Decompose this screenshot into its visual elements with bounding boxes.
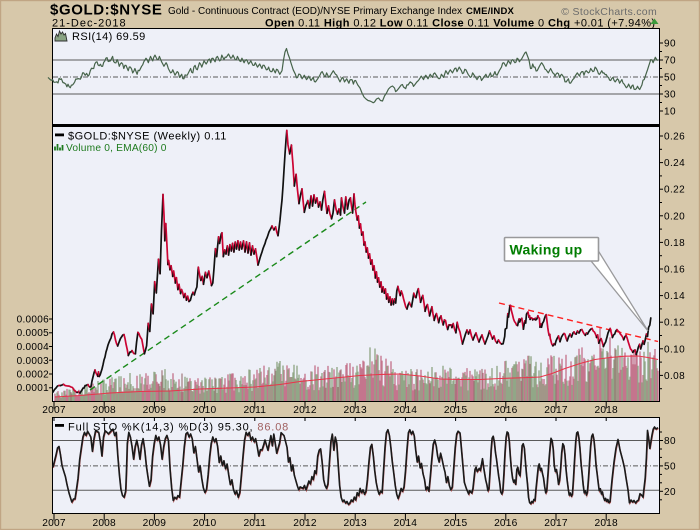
- svg-text:0.0002: 0.0002: [17, 370, 50, 381]
- svg-text:0.12: 0.12: [664, 318, 685, 329]
- svg-text:2012: 2012: [293, 518, 317, 529]
- svg-text:2017: 2017: [544, 518, 568, 529]
- svg-text:2012: 2012: [293, 405, 317, 416]
- svg-text:2013: 2013: [343, 518, 367, 529]
- svg-text:21-Dec-2018: 21-Dec-2018: [52, 18, 127, 30]
- svg-text:2017: 2017: [544, 405, 568, 416]
- svg-text:2008: 2008: [92, 405, 116, 416]
- svg-text:30: 30: [664, 90, 676, 101]
- svg-text:80: 80: [664, 436, 676, 447]
- svg-text:0.18: 0.18: [664, 238, 685, 249]
- svg-text:2011: 2011: [243, 405, 266, 416]
- svg-text:2010: 2010: [193, 405, 217, 416]
- svg-text:0.0006: 0.0006: [17, 315, 50, 326]
- svg-text:RSI(14) 69.59: RSI(14) 69.59: [72, 31, 146, 43]
- svg-text:2016: 2016: [494, 405, 518, 416]
- svg-text:2016: 2016: [494, 518, 518, 529]
- svg-text:0.0003: 0.0003: [17, 356, 50, 367]
- svg-text:50: 50: [664, 73, 676, 84]
- svg-text:0.22: 0.22: [664, 185, 685, 196]
- svg-text:© StockCharts.com: © StockCharts.com: [561, 6, 657, 18]
- svg-text:Gold - Continuous Contract (EO: Gold - Continuous Contract (EOD)/NYSE Pr…: [168, 6, 462, 17]
- svg-text:2011: 2011: [243, 518, 266, 529]
- svg-text:CME/INDX: CME/INDX: [466, 6, 515, 17]
- svg-text:$GOLD:$NYSE: $GOLD:$NYSE: [50, 2, 162, 19]
- svg-text:0.08: 0.08: [664, 371, 685, 382]
- svg-text:0.16: 0.16: [664, 265, 685, 276]
- svg-text:0.0005: 0.0005: [17, 328, 50, 339]
- svg-text:0.14: 0.14: [664, 291, 685, 302]
- svg-text:2015: 2015: [444, 405, 468, 416]
- svg-text:20: 20: [664, 487, 676, 498]
- svg-text:2007: 2007: [42, 405, 66, 416]
- svg-text:2015: 2015: [444, 518, 468, 529]
- svg-text:70: 70: [664, 56, 676, 67]
- svg-text:Open 0.11 High 0.12 Low 0.11 C: Open 0.11 High 0.12 Low 0.11 Close 0.11 …: [265, 18, 655, 30]
- svg-text:Volume 0, EMA(60) 0: Volume 0, EMA(60) 0: [66, 143, 167, 154]
- svg-text:2014: 2014: [394, 518, 418, 529]
- svg-text:2008: 2008: [92, 518, 116, 529]
- svg-text:2014: 2014: [394, 405, 418, 416]
- svg-text:10: 10: [664, 107, 676, 118]
- svg-text:50: 50: [664, 461, 676, 472]
- svg-text:0.0001: 0.0001: [17, 383, 50, 394]
- svg-text:0.24: 0.24: [664, 158, 685, 169]
- svg-text:0.26: 0.26: [664, 132, 685, 143]
- svg-text:0.0004: 0.0004: [17, 342, 50, 353]
- svg-text:90: 90: [664, 39, 676, 50]
- svg-text:Waking up: Waking up: [510, 242, 583, 258]
- svg-text:2013: 2013: [343, 405, 367, 416]
- svg-text:2009: 2009: [143, 405, 167, 416]
- svg-text:2010: 2010: [193, 518, 217, 529]
- svg-text:2009: 2009: [143, 518, 167, 529]
- svg-text:0.10: 0.10: [664, 344, 685, 355]
- svg-text:$GOLD:$NYSE (Weekly) 0.11: $GOLD:$NYSE (Weekly) 0.11: [68, 131, 227, 143]
- svg-text:Full STO %K(14,3) %D(3) 95.30,: Full STO %K(14,3) %D(3) 95.30, 86.08: [68, 422, 289, 434]
- svg-text:2007: 2007: [42, 518, 66, 529]
- svg-text:2018: 2018: [594, 405, 618, 416]
- svg-text:0.20: 0.20: [664, 211, 685, 222]
- svg-text:2018: 2018: [594, 518, 618, 529]
